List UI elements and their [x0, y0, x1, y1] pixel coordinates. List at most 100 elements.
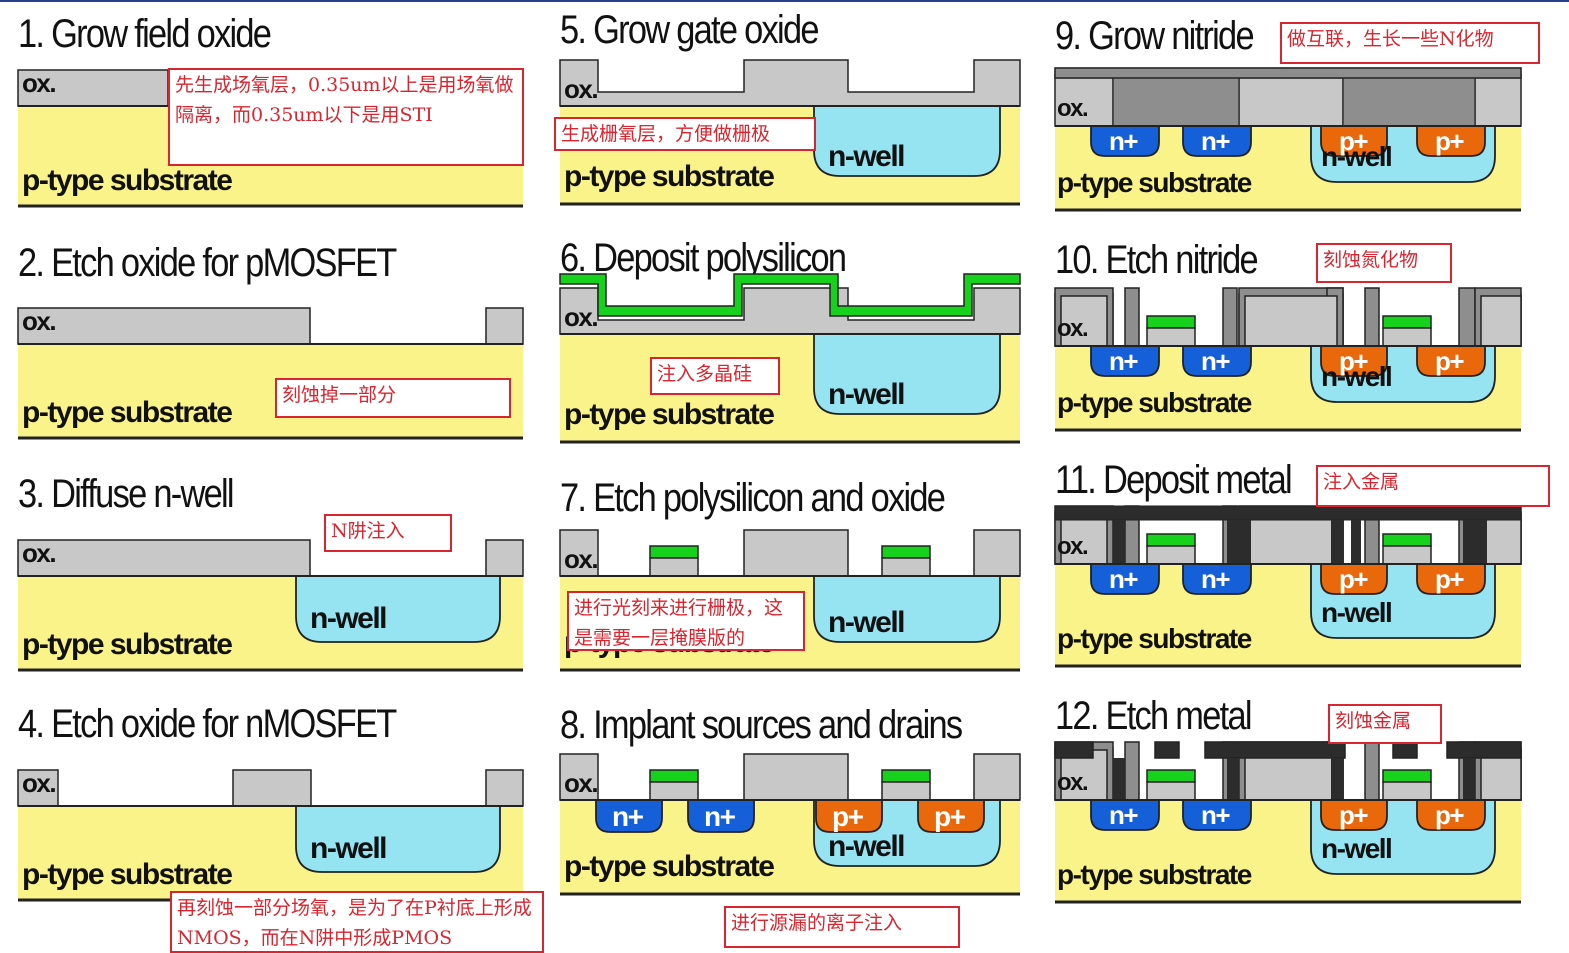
oxide-label: ox.	[564, 544, 597, 574]
n-plus-label: n+	[1109, 800, 1138, 830]
n-well-label: n-well	[828, 830, 904, 863]
cross-section-6: ox. n-well p-type substrate	[559, 273, 1021, 444]
p-plus-diffusion-3	[815, 800, 883, 833]
annotation-note-5: 生成栅氧层，方便做栅极	[554, 117, 816, 151]
field-oxide	[17, 307, 311, 345]
process-step-9: 9. Grow nitride n+ n+ p+ p+ ox. n-well p-type s…	[1054, 16, 1522, 216]
annotation-note-11: 注入金属	[1316, 465, 1550, 507]
n-plus-label: n+	[1201, 346, 1230, 376]
substrate-label: p-type substrate	[564, 160, 774, 193]
metal-fill-6	[1463, 520, 1475, 564]
cross-section-12: n+ n+ p+ p+ ox. n-well p-type substrate	[1054, 741, 1522, 904]
n-well-label: n-well	[310, 602, 386, 635]
n-plus-diffusion-2	[1182, 564, 1252, 595]
n-well-region	[813, 106, 1001, 177]
field-oxide	[559, 529, 599, 577]
nitride-spacer-6	[1364, 741, 1380, 801]
polysilicon-gate-2	[1382, 769, 1432, 783]
nitride-spacer-6	[1364, 287, 1380, 347]
gate-oxide-1	[1146, 327, 1196, 347]
field-oxide	[1480, 295, 1522, 347]
process-step-10: 10. Etch nitride n+ n+ p+ p+ ox. n-well p-type …	[1054, 238, 1522, 436]
nitride-spacer-3	[1222, 287, 1238, 347]
metal-line-1	[1054, 741, 1094, 759]
polysilicon-layer	[559, 273, 1021, 317]
p-plus-label: p+	[832, 801, 864, 832]
n-well-label: n-well	[1321, 833, 1391, 864]
n-well-label: n-well	[1321, 361, 1391, 392]
nitride-spacer-2	[1124, 741, 1140, 801]
step-title: 11. Deposit metal	[1055, 458, 1293, 502]
n-well-region	[295, 806, 501, 873]
polysilicon-gate-2	[1382, 533, 1432, 547]
p-plus-diffusion-4	[1416, 564, 1486, 595]
field-oxide	[485, 539, 524, 577]
n-plus-label: n+	[1109, 126, 1138, 156]
oxide-label: ox.	[1057, 769, 1088, 796]
n-plus-diffusion-1	[1090, 800, 1160, 831]
p-plus-label: p+	[1339, 800, 1368, 830]
p-plus-diffusion-4	[1416, 346, 1486, 377]
annotation-note-6: 注入多晶硅	[650, 357, 780, 395]
metal-fill-7	[1475, 520, 1487, 564]
n-well-region	[813, 334, 1001, 415]
p-plus-label: p+	[1435, 564, 1464, 594]
nitride-top	[1054, 67, 1522, 79]
step-title: 5. Grow gate oxide	[560, 8, 820, 52]
field-oxide	[973, 529, 1021, 577]
annotation-note-3: N阱注入	[324, 514, 452, 552]
n-plus-label: n+	[1201, 564, 1230, 594]
metal-fill-2	[1227, 520, 1239, 564]
step-title: 2. Etch oxide for pMOSFET	[18, 241, 397, 285]
p-plus-label: p+	[1339, 564, 1368, 594]
substrate-label: p-type substrate	[1057, 859, 1252, 890]
process-step-12: 12. Etch metal n+ n+ p+ p+ ox. n-well p-type su…	[1054, 694, 1522, 908]
field-oxide	[1474, 73, 1522, 127]
cross-section-10: n+ n+ p+ p+ ox. n-well p-type substrate	[1054, 287, 1522, 432]
metal-fill-1	[1113, 520, 1125, 564]
substrate-label: p-type substrate	[1057, 623, 1252, 654]
n-well-label: n-well	[828, 140, 904, 173]
metal-contact-4	[1463, 758, 1475, 800]
cross-section-2: ox. p-type substrate	[17, 306, 524, 440]
step-title: 12. Etch metal	[1055, 694, 1253, 738]
p-plus-label: p+	[1339, 346, 1368, 376]
substrate-label: p-type substrate	[564, 398, 774, 431]
p-plus-diffusion-3	[1320, 564, 1388, 595]
n-well-label: n-well	[310, 832, 386, 865]
step-title: 10. Etch nitride	[1055, 238, 1259, 282]
oxide-label: ox.	[1057, 315, 1088, 342]
substrate-label: p-type substrate	[22, 858, 232, 891]
polysilicon-gate-2	[1382, 315, 1432, 329]
p-plus-label: p+	[934, 801, 966, 832]
p-plus-label: p+	[1435, 800, 1464, 830]
p-plus-diffusion-4	[1416, 126, 1486, 157]
substrate-label: p-type substrate	[22, 628, 232, 661]
gate-oxide-1	[1146, 545, 1196, 565]
n-plus-diffusion-2	[1182, 126, 1252, 157]
n-plus-label: n+	[1201, 800, 1230, 830]
process-step-8: 8. Implant sources and drains n+ n+ p+ p+ ox.…	[559, 705, 1021, 900]
field-oxide	[485, 307, 524, 345]
n-plus-label: n+	[612, 801, 644, 832]
gate-oxide-2	[881, 557, 931, 577]
metal-line-5	[1446, 741, 1522, 759]
field-oxide	[743, 753, 849, 801]
n-plus-diffusion-1	[1090, 564, 1160, 595]
gate-oxide-1	[649, 781, 699, 801]
p-plus-diffusion-4	[917, 800, 985, 833]
gate-oxide-1	[649, 557, 699, 577]
metal-contact-1	[1113, 758, 1125, 800]
step-title: 1. Grow field oxide	[18, 12, 272, 56]
oxide-label: ox.	[22, 768, 55, 798]
gate-and-field-oxide	[559, 59, 1021, 107]
cross-section-9: n+ n+ p+ p+ ox. n-well p-type substrate	[1054, 67, 1522, 212]
nitride-spacer-7	[1458, 287, 1476, 347]
step-title: 7. Etch polysilicon and oxide	[560, 476, 946, 520]
n-plus-label: n+	[1201, 126, 1230, 156]
polysilicon-gate-1	[1146, 769, 1196, 783]
step-title: 4. Etch oxide for nMOSFET	[18, 702, 397, 746]
n-well-label: n-well	[828, 606, 904, 639]
substrate-label: p-type substrate	[22, 164, 232, 197]
annotation-note-10: 刻蚀氮化物	[1316, 243, 1452, 283]
